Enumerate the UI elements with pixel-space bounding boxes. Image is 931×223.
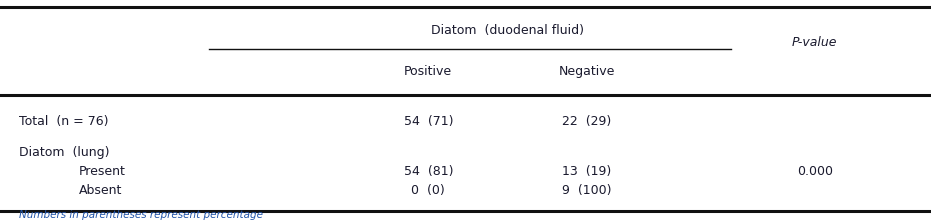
Text: 0.000: 0.000 (797, 165, 832, 178)
Text: 22  (29): 22 (29) (562, 115, 611, 128)
Text: P-value: P-value (792, 36, 837, 49)
Text: Total  (n = 76): Total (n = 76) (19, 115, 108, 128)
Text: Positive: Positive (404, 65, 452, 78)
Text: 54  (81): 54 (81) (403, 165, 453, 178)
Text: 9  (100): 9 (100) (561, 184, 612, 197)
Text: Negative: Negative (559, 65, 614, 78)
Text: 13  (19): 13 (19) (562, 165, 611, 178)
Text: Diatom  (duodenal fluid): Diatom (duodenal fluid) (431, 24, 584, 37)
Text: Present: Present (79, 165, 126, 178)
Text: Numbers in parentheses represent percentage: Numbers in parentheses represent percent… (19, 210, 263, 220)
Text: Absent: Absent (79, 184, 123, 197)
Text: 0  (0): 0 (0) (412, 184, 445, 197)
Text: 54  (71): 54 (71) (403, 115, 453, 128)
Text: Diatom  (lung): Diatom (lung) (19, 146, 109, 159)
